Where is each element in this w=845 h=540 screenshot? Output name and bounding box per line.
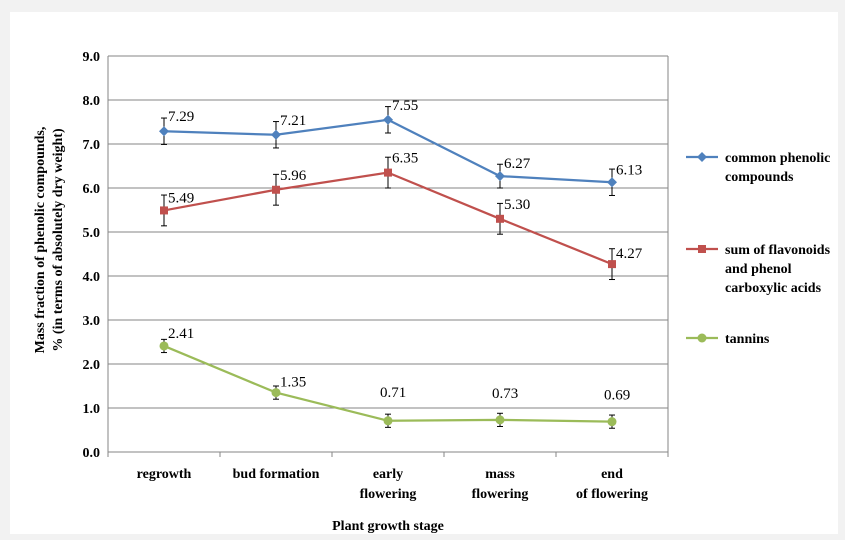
data-label: 5.30 (504, 197, 530, 213)
y-tick-label: 9.0 (83, 50, 101, 65)
legend-label: carboxylic acids (725, 281, 822, 296)
x-category-label: mass (485, 467, 515, 482)
x-axis-title: Plant growth stage (332, 519, 444, 534)
data-label: 7.29 (168, 109, 194, 125)
data-point (160, 206, 168, 215)
legend-marker (697, 333, 707, 343)
x-category-label: flowering (360, 487, 417, 502)
data-point (159, 126, 169, 137)
x-category-label: of flowering (576, 487, 648, 502)
data-point (607, 177, 617, 188)
data-label: 0.73 (492, 386, 518, 402)
legend-label: tannins (725, 332, 770, 347)
y-tick-label: 3.0 (83, 314, 101, 329)
legend-marker (697, 152, 707, 162)
legend-label: sum of flavonoids (725, 243, 831, 258)
y-tick-label: 6.0 (83, 182, 101, 197)
x-category-label: regrowth (137, 467, 192, 482)
legend-marker (698, 245, 706, 253)
data-label: 6.13 (616, 162, 642, 178)
chart-panel (10, 12, 838, 534)
data-point (495, 415, 505, 425)
y-tick-label: 4.0 (83, 270, 101, 285)
legend-label: and phenol (725, 262, 792, 277)
data-point (495, 171, 505, 182)
data-label: 2.41 (168, 326, 194, 342)
y-axis-title: Mass fraction of phenolic compounds,% (i… (33, 127, 66, 354)
y-tick-label: 5.0 (83, 226, 101, 241)
data-label: 0.69 (604, 388, 630, 404)
x-category-label: bud formation (233, 467, 320, 482)
y-tick-label: 7.0 (83, 138, 101, 153)
legend-label: common phenolic (725, 151, 830, 166)
y-axis-title-line: Mass fraction of phenolic compounds, (33, 127, 48, 354)
data-label: 5.49 (168, 190, 194, 206)
y-tick-label: 8.0 (83, 94, 101, 109)
y-tick-label: 2.0 (83, 358, 101, 373)
x-category-label: flowering (472, 487, 529, 502)
y-tick-label: 1.0 (83, 402, 101, 417)
data-label: 7.21 (280, 113, 306, 129)
data-label: 6.35 (392, 151, 418, 167)
data-label: 7.55 (392, 98, 418, 114)
data-label: 4.27 (616, 246, 643, 262)
data-point (384, 168, 392, 177)
data-point (383, 114, 393, 125)
y-axis-title-line: % (in terms of absolutely dry weight) (51, 128, 66, 352)
data-point (271, 388, 281, 398)
x-category-label: early (373, 467, 403, 482)
data-point (159, 341, 169, 351)
data-label: 1.35 (280, 375, 306, 391)
data-point (607, 417, 617, 427)
data-point (496, 214, 504, 223)
data-label: 0.71 (380, 385, 406, 401)
data-point (272, 185, 280, 194)
legend-label: compounds (725, 170, 794, 185)
data-label: 6.27 (504, 156, 531, 172)
data-point (383, 416, 393, 426)
data-point (271, 129, 281, 140)
x-category-label: end (601, 467, 623, 482)
data-label: 5.96 (280, 168, 307, 184)
y-tick-label: 0.0 (83, 446, 101, 461)
data-point (608, 260, 616, 269)
